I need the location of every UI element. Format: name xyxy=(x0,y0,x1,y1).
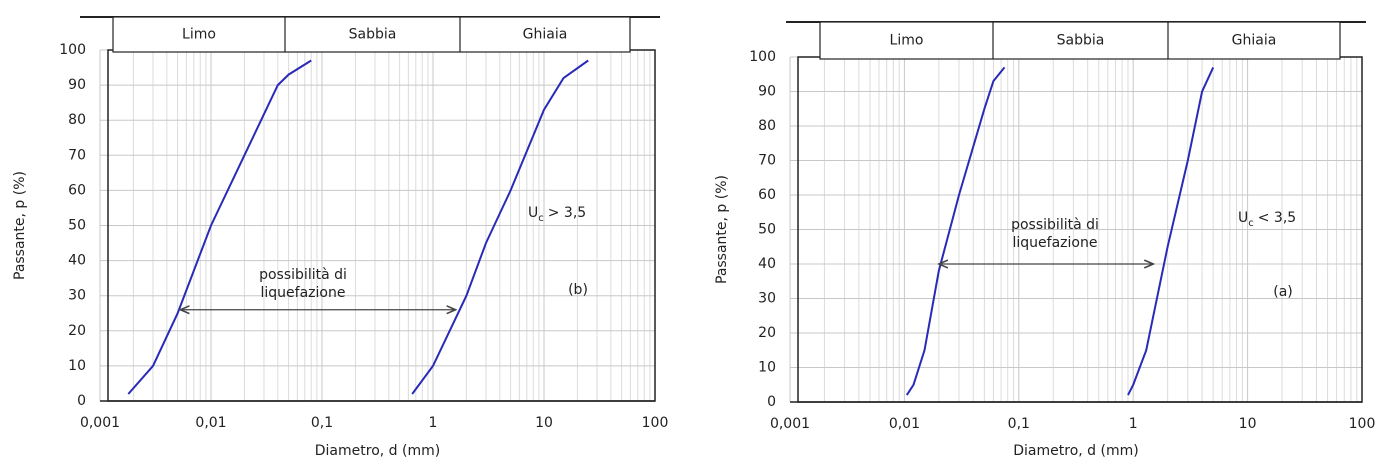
x-axis-title: Diametro, d (mm) xyxy=(315,443,440,459)
y-tick-label: 40 xyxy=(758,256,776,272)
x-tick-label: 10 xyxy=(535,415,553,431)
y-tick-label: 20 xyxy=(68,323,86,339)
band-label: Limo xyxy=(890,33,924,49)
coefficient: Uc < 3,5 xyxy=(1238,210,1296,229)
y-tick-label: 30 xyxy=(68,288,86,304)
x-tick-label: 0,1 xyxy=(311,415,333,431)
arrow-label: possibilità di liquefazione xyxy=(259,267,347,301)
x-tick-label: 100 xyxy=(642,415,669,431)
y-tick-label: 70 xyxy=(68,147,86,163)
y-tick-label: 0 xyxy=(77,393,86,409)
y-tick-label: 20 xyxy=(758,325,776,341)
band-label: Ghiaia xyxy=(1232,33,1277,49)
y-tick-label: 10 xyxy=(68,358,86,374)
y-tick-label: 40 xyxy=(68,253,86,269)
y-tick-label: 70 xyxy=(758,153,776,169)
x-tick-label: 1 xyxy=(1129,416,1138,432)
y-tick-label: 0 xyxy=(767,394,776,410)
y-tick-label: 90 xyxy=(68,77,86,93)
x-tick-label: 0,01 xyxy=(889,416,920,432)
arrow-label-line: possibilità di xyxy=(259,267,347,283)
coef-text: < 3,5 xyxy=(1258,210,1296,226)
x-tick-label: 0,1 xyxy=(1008,416,1030,432)
y-tick-label: 80 xyxy=(758,118,776,134)
x-tick-label: 100 xyxy=(1349,416,1376,432)
y-tick-label: 60 xyxy=(758,187,776,203)
coef-subscript: c xyxy=(1248,218,1254,229)
band-label: Sabbia xyxy=(1057,33,1105,49)
curve xyxy=(127,59,312,395)
arrow-label-line: possibilità di xyxy=(1011,217,1099,233)
coef-symbol: U xyxy=(1238,210,1248,226)
band-label: Ghiaia xyxy=(523,27,568,43)
coef-subscript: c xyxy=(538,213,544,224)
arrow-label-line: liquefazione xyxy=(1013,235,1098,251)
coef-text: > 3,5 xyxy=(548,205,586,221)
x-tick-label: 0,001 xyxy=(770,416,810,432)
y-tick-label: 60 xyxy=(68,182,86,198)
x-tick-label: 0,01 xyxy=(195,415,226,431)
y-tick-label: 80 xyxy=(68,112,86,128)
banner-box xyxy=(112,16,631,53)
x-tick-label: 10 xyxy=(1239,416,1257,432)
y-axis-title: Passante, p (%) xyxy=(12,171,28,280)
coef-symbol: U xyxy=(528,205,538,221)
arrow-label-line: liquefazione xyxy=(261,285,346,301)
arrow-label: possibilità di liquefazione xyxy=(1011,217,1099,251)
y-tick-label: 90 xyxy=(758,84,776,100)
curve xyxy=(905,66,1006,396)
banner-box xyxy=(819,21,1341,60)
x-axis-title: Diametro, d (mm) xyxy=(1013,443,1138,459)
x-tick-label: 0,001 xyxy=(80,415,120,431)
y-tick-label: 100 xyxy=(59,42,86,58)
x-tick-label: 1 xyxy=(429,415,438,431)
band-label: Sabbia xyxy=(349,27,397,43)
y-tick-label: 50 xyxy=(68,218,86,234)
y-tick-label: 100 xyxy=(749,49,776,65)
curve xyxy=(411,59,589,395)
y-tick-label: 10 xyxy=(758,360,776,376)
band-label: Limo xyxy=(182,27,216,43)
panel-label: (a) xyxy=(1273,284,1293,300)
y-tick-label: 30 xyxy=(758,291,776,307)
y-tick-label: 50 xyxy=(758,222,776,238)
panel-label: (b) xyxy=(568,282,588,298)
y-axis-title: Passante, p (%) xyxy=(714,175,730,284)
coefficient: Uc > 3,5 xyxy=(528,205,586,224)
curve xyxy=(1127,66,1215,396)
